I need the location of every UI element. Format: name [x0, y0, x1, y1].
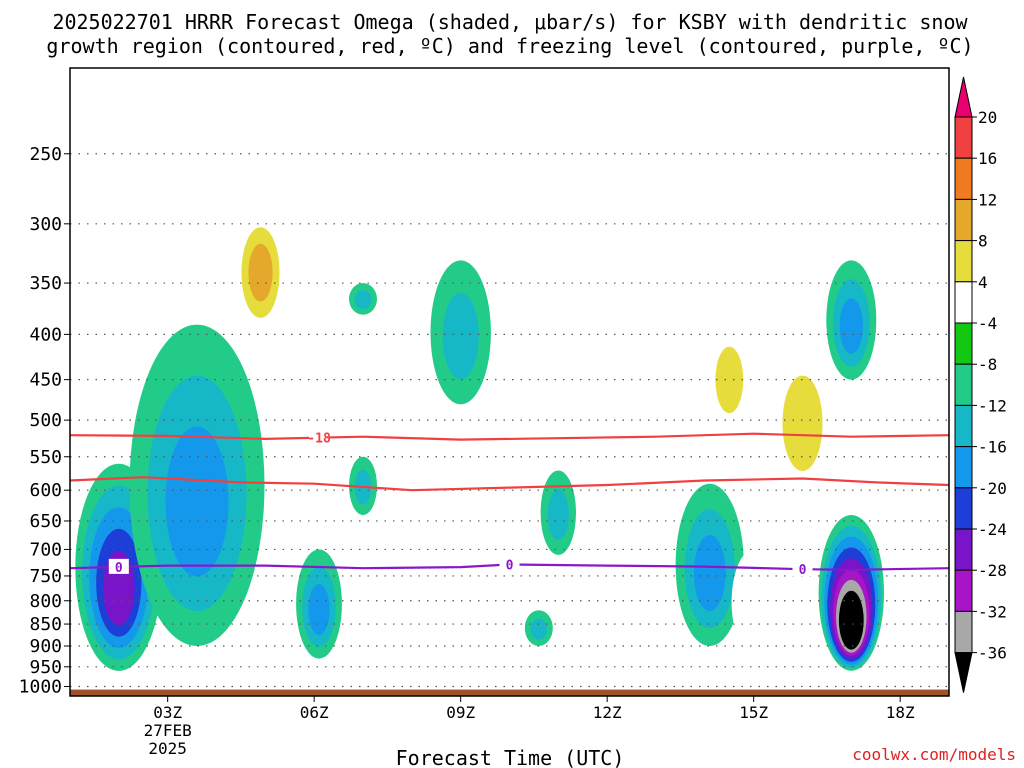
colorbar-top-arrow	[954, 76, 973, 118]
chart-title-line1: 2025022701 HRRR Forecast Omega (shaded, …	[52, 10, 968, 34]
x-tick-label-18Z: 18Z	[886, 703, 915, 722]
colorbar-bottom-arrow	[954, 652, 973, 693]
ground-terrain	[70, 689, 949, 696]
omega-band-17-0	[731, 549, 776, 655]
omega-band-18-0	[883, 362, 918, 443]
omega-colorbar: 20 16 12 8 4 -4 -8 -12 -16 -20 -24 -28 -32 -36	[954, 76, 1007, 693]
omega-band-1-2	[165, 426, 229, 577]
x-tick-label-03Z: 03Z	[153, 703, 182, 722]
omega-band-3-1	[354, 290, 372, 310]
y-tick-label-750: 750	[29, 566, 62, 587]
x-tick-year: 2025	[148, 739, 187, 758]
colorbar-swatch--4	[954, 322, 973, 365]
x-tick-date: 27FEB	[144, 721, 192, 740]
omega-band-14-0	[412, 614, 441, 647]
contour-dgz-lower	[70, 476, 949, 492]
temperature-contours: -18 0 0 0	[70, 429, 949, 578]
chart-title-line2: growth region (contoured, red, ºC) and f…	[46, 34, 973, 58]
y-tick-label-300: 300	[29, 214, 62, 235]
colorbar-label-16: 16	[978, 149, 997, 168]
colorbar-label-8: 8	[978, 232, 988, 251]
x-tick-label-12Z: 12Z	[593, 703, 622, 722]
colorbar-swatch--8	[954, 363, 973, 406]
colorbar-swatch--32	[954, 610, 973, 654]
contour-label-bg-0-0	[499, 556, 520, 572]
x-tick-label-09Z: 09Z	[446, 703, 475, 722]
y-tick-label-800: 800	[29, 591, 62, 612]
colorbar-label--28: -28	[978, 561, 1007, 580]
contour-label-bg-0-2	[792, 561, 813, 577]
omega-band-12-0	[148, 633, 177, 667]
contour-label-0-0: 0	[506, 559, 514, 574]
colorbar-label--16: -16	[978, 438, 1007, 457]
contour-label-bg-0-1	[108, 558, 129, 574]
x-tick-label-06Z: 06Z	[300, 703, 329, 722]
colorbar-swatch--28	[954, 569, 973, 612]
y-tick-label-1000: 1000	[19, 677, 62, 698]
omega-band-13-2	[248, 243, 273, 302]
colorbar-label-4: 4	[978, 273, 988, 292]
colorbar-label--36: -36	[978, 644, 1007, 663]
colorbar-swatch-4	[954, 281, 973, 324]
omega-band-8-2	[693, 535, 726, 611]
contour-label-0-1: 0	[115, 561, 123, 576]
colorbar-swatch--24	[954, 528, 973, 571]
y-tick-label-950: 950	[29, 657, 62, 678]
y-tick-label-400: 400	[29, 324, 62, 345]
y-tick-label-550: 550	[29, 447, 62, 468]
y-tick-label-350: 350	[29, 273, 62, 294]
y-tick-label-250: 250	[29, 144, 62, 165]
y-tick-label-450: 450	[29, 370, 62, 391]
colorbar-swatch-8	[954, 240, 973, 283]
colorbar-label--8: -8	[978, 355, 997, 374]
colorbar-swatch-20	[954, 116, 973, 159]
omega-band-9-2	[839, 298, 863, 354]
omega-band-10-8	[841, 601, 861, 647]
omega-band-15-1	[715, 346, 744, 414]
omega-band-11-0	[143, 260, 172, 315]
y-tick-label-600: 600	[29, 480, 62, 501]
y-tick-label-500: 500	[29, 410, 62, 431]
colorbar-label-20: 20	[978, 108, 997, 127]
omega-band-5-1	[442, 292, 479, 380]
contour--18	[70, 432, 949, 441]
omega-band-7-1	[547, 489, 569, 541]
colorbar-swatch--16	[954, 446, 973, 489]
colorbar-label--24: -24	[978, 520, 1007, 539]
colorbar-swatch-16	[954, 157, 973, 200]
contour-label-0-2: 0	[799, 563, 807, 578]
colorbar-label--12: -12	[978, 396, 1007, 415]
plot-frame	[69, 67, 950, 697]
y-tick-label-700: 700	[29, 539, 62, 560]
pressure-axis: 2503003504004505005506006507007508008509…	[19, 144, 70, 698]
y-tick-label-900: 900	[29, 636, 62, 657]
omega-band-2-2	[308, 584, 330, 635]
colorbar-swatch--20	[954, 487, 973, 530]
contour-label--18-0: -18	[307, 432, 331, 447]
contour-label-bg--18-0	[309, 429, 330, 445]
colorbar-label--32: -32	[978, 602, 1007, 621]
colorbar-label-12: 12	[978, 190, 997, 209]
y-tick-label-650: 650	[29, 511, 62, 532]
omega-band-6-1	[530, 618, 548, 640]
y-tick-label-850: 850	[29, 614, 62, 635]
terrain-fill	[70, 689, 949, 696]
colorbar-label--20: -20	[978, 479, 1007, 498]
omega-band-16-1	[782, 375, 823, 471]
colorbar-swatch--12	[954, 404, 973, 448]
x-tick-label-15Z: 15Z	[739, 703, 768, 722]
footer-url: coolwx.com/models	[852, 745, 1016, 764]
colorbar-label--4: -4	[978, 314, 997, 333]
colorbar-swatch-12	[954, 198, 973, 242]
x-axis-label: Forecast Time (UTC)	[396, 746, 625, 768]
